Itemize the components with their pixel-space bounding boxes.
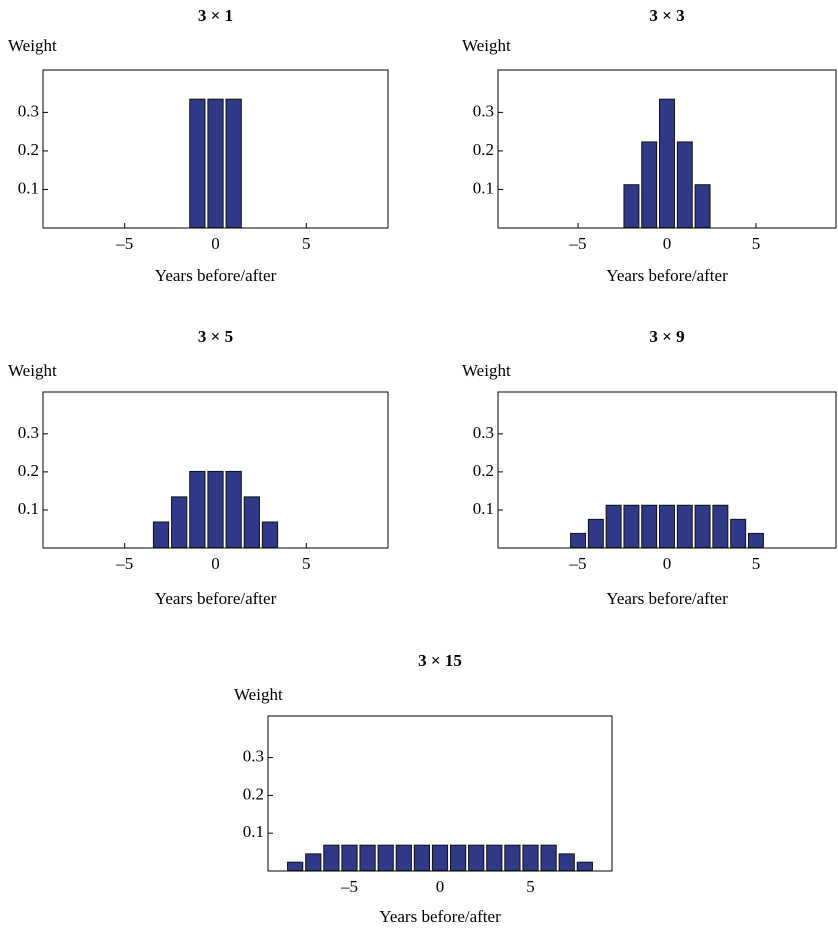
bar <box>171 496 188 548</box>
x-tick-label: 0 <box>436 877 445 896</box>
bar <box>450 844 467 871</box>
y-tick-label: 0.1 <box>473 499 494 518</box>
bar <box>659 504 675 548</box>
y-tick-label: 0.3 <box>18 101 39 120</box>
bar <box>676 141 693 228</box>
x-tick-label: –5 <box>115 234 133 253</box>
y-tick-label: 0.2 <box>18 140 39 159</box>
y-tick-label: 0.3 <box>473 423 494 442</box>
x-axis-label: Years before/after <box>606 266 728 285</box>
y-axis-label: Weight <box>234 685 283 704</box>
x-axis-label: Years before/after <box>606 589 728 608</box>
bar <box>341 844 358 871</box>
x-axis-label: Years before/after <box>155 589 277 608</box>
bar <box>570 532 587 548</box>
y-tick-label: 0.2 <box>473 461 494 480</box>
bar <box>641 504 658 548</box>
chart-title: 3 × 1 <box>198 6 233 25</box>
bar <box>730 518 747 548</box>
bar <box>676 504 693 548</box>
bar <box>413 844 430 871</box>
bar <box>486 844 503 871</box>
chart-title: 3 × 15 <box>418 651 462 670</box>
x-tick-label: 5 <box>302 554 311 573</box>
bar <box>522 844 539 871</box>
bar <box>225 98 242 228</box>
bar <box>323 844 340 871</box>
bar <box>152 521 170 549</box>
bar <box>587 518 604 548</box>
y-axis-label: Weight <box>8 36 57 55</box>
y-tick-label: 0.1 <box>243 822 264 841</box>
bar <box>623 504 640 548</box>
bar <box>504 844 521 871</box>
x-tick-label: 5 <box>526 877 535 896</box>
bar <box>576 861 593 871</box>
bar <box>305 853 322 871</box>
x-tick-label: 5 <box>302 234 311 253</box>
chart-title: 3 × 9 <box>649 327 684 346</box>
bar <box>468 844 485 871</box>
x-axis-label: Years before/after <box>379 907 501 926</box>
bar <box>540 844 557 871</box>
x-tick-label: –5 <box>115 554 133 573</box>
bar <box>377 844 394 871</box>
y-axis-label: Weight <box>8 361 57 380</box>
x-tick-label: 5 <box>752 234 761 253</box>
y-tick-label: 0.3 <box>473 101 494 120</box>
y-axis-label: Weight <box>462 361 511 380</box>
bar <box>395 844 412 871</box>
bar <box>431 844 449 871</box>
bar <box>712 504 729 548</box>
y-tick-label: 0.2 <box>18 461 39 480</box>
chart-title: 3 × 5 <box>198 327 233 346</box>
x-tick-label: 0 <box>211 234 220 253</box>
y-axis-label: Weight <box>462 36 511 55</box>
bar <box>189 470 206 548</box>
x-tick-label: –5 <box>340 877 358 896</box>
y-tick-label: 0.2 <box>243 784 264 803</box>
x-tick-label: 0 <box>663 234 672 253</box>
x-tick-label: –5 <box>569 234 587 253</box>
bar <box>359 844 376 871</box>
bar <box>694 184 711 229</box>
chart-title: 3 × 3 <box>649 6 684 25</box>
x-tick-label: 0 <box>663 554 672 573</box>
x-tick-label: 0 <box>211 554 220 573</box>
bar <box>189 98 206 228</box>
bar <box>207 98 224 228</box>
bar <box>659 98 675 228</box>
bar <box>225 470 242 548</box>
y-tick-label: 0.1 <box>18 178 39 197</box>
x-tick-label: 5 <box>752 554 761 573</box>
bar <box>558 853 575 871</box>
bar <box>287 861 304 871</box>
y-tick-label: 0.1 <box>473 178 494 197</box>
y-tick-label: 0.3 <box>18 423 39 442</box>
y-tick-label: 0.3 <box>243 746 264 765</box>
x-axis-label: Years before/after <box>155 266 277 285</box>
bar <box>605 504 622 548</box>
bar <box>694 504 711 548</box>
bar <box>207 470 224 548</box>
bar <box>623 184 640 229</box>
x-tick-label: –5 <box>569 554 587 573</box>
y-tick-label: 0.1 <box>18 499 39 518</box>
bar <box>747 532 764 548</box>
y-tick-label: 0.2 <box>473 140 494 159</box>
bar <box>261 521 279 549</box>
bar <box>641 141 658 228</box>
bar <box>243 496 260 548</box>
